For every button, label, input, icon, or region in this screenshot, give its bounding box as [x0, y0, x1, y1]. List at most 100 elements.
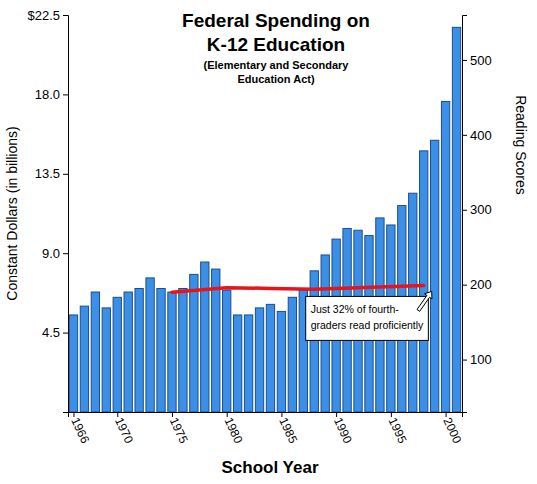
tick-mark — [63, 333, 68, 334]
tick-mark — [63, 174, 68, 175]
tick: 1980 — [221, 412, 245, 446]
tick-label: 1970 — [112, 415, 136, 445]
bar — [255, 308, 263, 412]
bar — [102, 308, 110, 412]
axis-line — [69, 413, 463, 418]
bar — [179, 288, 187, 412]
tick: 1975 — [167, 412, 191, 446]
tick: 500 — [462, 53, 492, 68]
tick-mark — [73, 412, 74, 417]
tick: 1970 — [112, 412, 136, 446]
tick-label: 500 — [470, 53, 492, 68]
tick-label: 13.5 — [35, 166, 60, 181]
bar — [244, 315, 252, 412]
bar — [168, 292, 176, 412]
tick-mark — [462, 210, 467, 211]
tick-label: 1980 — [221, 415, 245, 445]
bar — [310, 271, 318, 412]
title: K-12 Education — [207, 34, 345, 55]
tick-label: 1990 — [331, 415, 355, 445]
tick: 2000 — [440, 412, 464, 446]
bar-series — [69, 27, 460, 412]
y-axis: 4.5 9.0 13.5 18.0 $22.5 — [27, 8, 68, 413]
axis-line — [63, 16, 69, 413]
tick-label: 18.0 — [35, 87, 60, 102]
tick-mark — [391, 412, 392, 417]
axis-line — [463, 16, 468, 413]
tick: 18.0 — [35, 87, 68, 102]
tick: 9.0 — [42, 246, 68, 261]
y-axis-title: Constant Dollars (in billions) — [4, 126, 20, 300]
bar — [441, 101, 449, 412]
x-axis: 1966 1970 1975 1980 1985 1990 1995 2000 — [68, 412, 464, 446]
tick-label: 1975 — [167, 415, 191, 445]
bar — [69, 315, 77, 412]
tick: 1990 — [331, 412, 355, 446]
bar — [420, 151, 428, 412]
tick: 1966 — [68, 412, 92, 446]
chart-container: 1966 1970 1975 1980 1985 1990 1995 2000 4.5 9.0 13… — [0, 0, 537, 484]
tick: 1995 — [386, 412, 410, 446]
tick-mark — [63, 94, 68, 95]
line — [172, 285, 424, 292]
tick-label: 100 — [470, 352, 492, 367]
bar — [288, 297, 296, 412]
tick-label: 2000 — [440, 415, 464, 445]
bar — [233, 315, 241, 412]
tick-mark — [462, 360, 467, 361]
tick: 1985 — [276, 412, 300, 446]
annotation-box — [306, 296, 429, 340]
annotation-arrow — [417, 291, 432, 311]
tick-mark — [63, 15, 68, 16]
y2-axis-title: Reading Scores — [513, 95, 529, 195]
title: Federal Spending on — [182, 10, 370, 31]
tick-label: 4.5 — [42, 325, 60, 340]
tick-mark — [462, 135, 467, 136]
tick: 300 — [462, 202, 492, 217]
bar — [80, 306, 88, 412]
bar — [266, 304, 274, 412]
tick: $22.5 — [27, 8, 68, 23]
y2-axis: 100 200 300 400 500 — [462, 16, 492, 413]
tick-label: 9.0 — [42, 246, 60, 261]
tick: 4.5 — [42, 325, 68, 340]
tick: 400 — [462, 128, 492, 143]
bar — [277, 311, 285, 412]
x-axis-title: School Year — [221, 458, 318, 477]
tick-label: 400 — [470, 128, 492, 143]
tick-mark — [63, 253, 68, 254]
tick-label: 300 — [470, 202, 492, 217]
tick-mark — [336, 412, 337, 417]
tick: 100 — [462, 352, 492, 367]
bar — [146, 278, 154, 412]
plot-area — [69, 27, 460, 412]
tick-mark — [227, 412, 228, 417]
tick-mark — [462, 285, 467, 286]
tick: 13.5 — [35, 166, 68, 181]
bar — [430, 140, 438, 412]
tick-label: 1995 — [386, 415, 410, 445]
tick-mark — [281, 412, 282, 417]
bar — [452, 27, 460, 412]
bar — [124, 292, 132, 412]
annotation-text: graders read proficiently — [311, 319, 424, 331]
tick-label: 1966 — [68, 415, 92, 445]
bar — [157, 288, 165, 412]
tick-label: 1985 — [276, 415, 300, 445]
subtitle: (Elementary and Secondary — [204, 59, 350, 71]
bar — [190, 274, 198, 412]
annotation: Just 32% of fourth-graders read proficie… — [306, 291, 432, 340]
tick-label: $22.5 — [27, 8, 60, 23]
annotation-text: Just 32% of fourth- — [311, 303, 400, 315]
bar — [135, 288, 143, 412]
tick-mark — [446, 412, 447, 417]
bar — [113, 297, 121, 412]
chart-svg: 1966 1970 1975 1980 1985 1990 1995 2000 4.5 9.0 13… — [0, 0, 537, 484]
subtitle: Education Act) — [237, 73, 315, 85]
tick: 200 — [462, 277, 492, 292]
tick-mark — [117, 412, 118, 417]
tick-mark — [462, 60, 467, 61]
tick-mark — [172, 412, 173, 417]
bar — [223, 290, 231, 412]
bar — [201, 262, 209, 412]
